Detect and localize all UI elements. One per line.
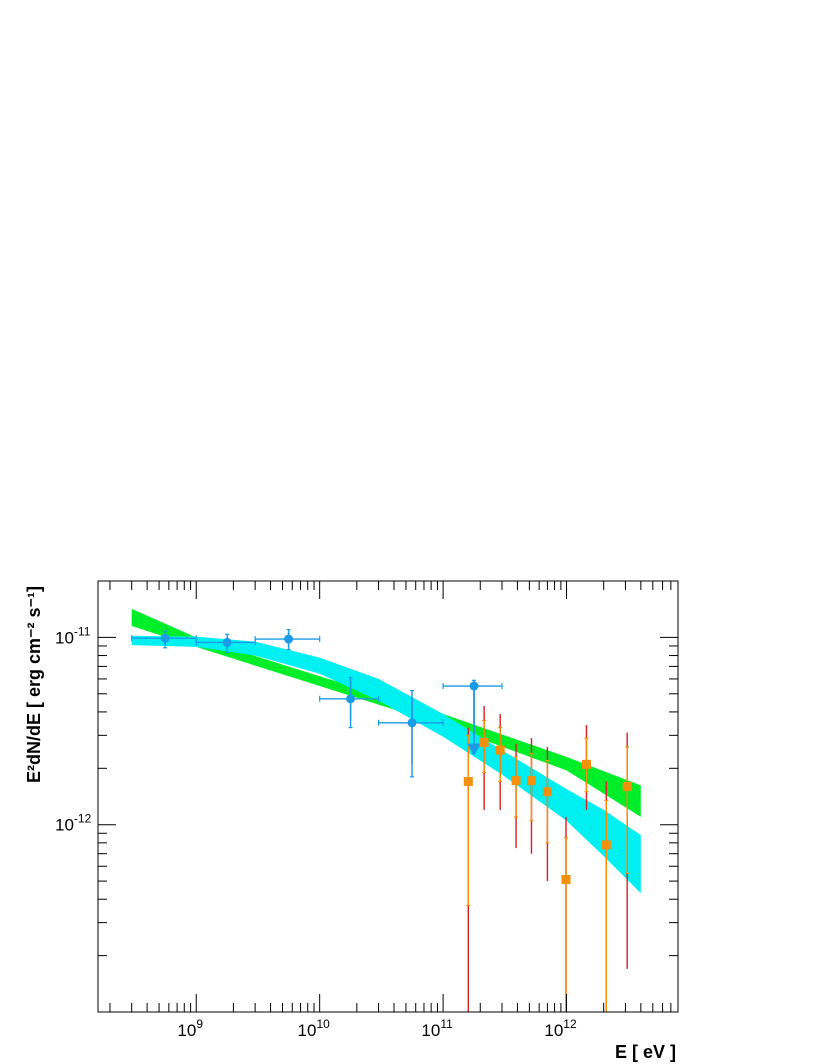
x-tick-label-3: 1011 (421, 1017, 453, 1040)
marker-s2-p4 (511, 776, 521, 786)
marker-s2-p10 (622, 781, 632, 791)
x-axis-label: E [ eV ] (615, 1042, 676, 1062)
y-axis-label: E²dN/dE [ erg cm⁻² s⁻¹] (24, 586, 44, 783)
marker-s2-p3 (495, 745, 505, 755)
marker-s1-p3 (284, 634, 294, 644)
marker-s2-p6 (542, 787, 552, 797)
x-tick-label-2: 1010 (298, 1017, 331, 1040)
marker-s2-p5 (526, 776, 536, 786)
data-markers (160, 633, 632, 884)
x-tick-label-4: 1012 (544, 1017, 577, 1040)
marker-s1-p4 (346, 694, 356, 704)
marker-s2-p1 (463, 777, 473, 787)
marker-s1-p1 (160, 633, 170, 643)
plot-frame (97, 580, 679, 1013)
y-tick-label-2: 10-12 (55, 812, 92, 835)
x-tick-label-1: 109 (177, 1017, 203, 1040)
y-tick-label-1: 10-11 (55, 624, 91, 647)
marker-s2-p7 (561, 874, 571, 884)
model-band-1 (131, 608, 641, 817)
marker-s1-p5 (407, 718, 417, 728)
marker-s2-p2 (479, 737, 489, 747)
marker-s1-p2 (222, 637, 232, 647)
model-bands (131, 608, 641, 894)
ul-arrow-s1-p6 (467, 743, 482, 756)
marker-s2-p8 (581, 759, 591, 769)
axes: 109 1010 1011 1012 10-11 10-12 (55, 580, 679, 1040)
marker-s2-p9 (601, 840, 611, 850)
model-band-2 (131, 635, 641, 894)
